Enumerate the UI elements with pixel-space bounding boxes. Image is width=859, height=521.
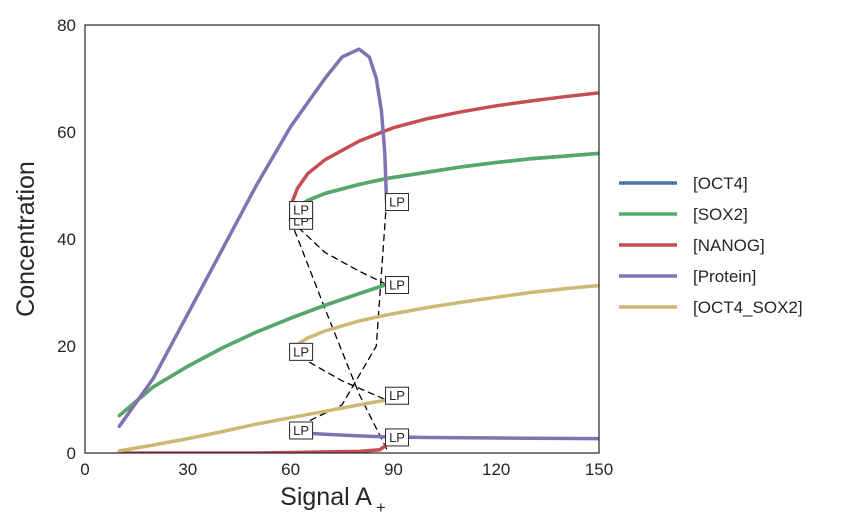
lp-marker-box — [385, 193, 410, 212]
y-tick-label: 0 — [67, 444, 76, 463]
y-tick-label: 60 — [57, 123, 76, 142]
series-line-sox2 — [117, 282, 389, 418]
legend-label: [OCT4] — [693, 174, 748, 193]
x-tick-label: 0 — [80, 460, 89, 479]
y-tick-label: 20 — [57, 337, 76, 356]
lp-marker-label: LP — [389, 388, 405, 403]
y-tick-label: 80 — [57, 16, 76, 35]
series-line-nanog — [288, 91, 599, 223]
lp-marker-box — [289, 342, 314, 361]
lp-marker-label: LP — [293, 203, 309, 218]
unstable-branch-line — [289, 219, 388, 450]
lp-marker-box — [385, 386, 410, 405]
x-tick-label: 120 — [482, 460, 510, 479]
x-ticks: 0 30 60 90 120 150 — [80, 460, 613, 479]
legend-label: [Protein] — [693, 267, 756, 286]
series-line-nanog — [117, 443, 389, 453]
lp-marker-box — [289, 201, 314, 220]
lp-marker-label: LP — [293, 344, 309, 359]
lp-marker: LP — [385, 428, 410, 447]
y-ticks: 0 20 40 60 80 — [57, 16, 76, 463]
lp-marker: LP — [385, 386, 410, 405]
legend-item: [OCT4_SOX2] — [619, 298, 803, 317]
lp-marker-label: LP — [293, 423, 309, 438]
x-tick-label: 60 — [281, 460, 300, 479]
series-layer — [117, 47, 599, 453]
legend-item: [SOX2] — [619, 205, 748, 224]
unstable-branch-line — [289, 350, 388, 401]
unstable-branch-line — [289, 200, 388, 431]
unstable-branch-line — [289, 219, 388, 286]
legend-label: [OCT4_SOX2] — [693, 298, 803, 317]
lp-marker-label: LP — [389, 195, 405, 210]
x-axis-label: Signal A + — [280, 483, 386, 517]
lp-marker: LP — [289, 201, 314, 220]
legend-label: [SOX2] — [693, 205, 748, 224]
lp-marker: LP — [289, 421, 314, 440]
y-tick-label: 40 — [57, 230, 76, 249]
lp-marker: LP — [385, 193, 410, 212]
plot-frame — [84, 24, 600, 454]
x-axis-label-subscript: + — [376, 498, 386, 517]
series-line-oct4-sox2 — [117, 398, 389, 453]
series-line-oct4-sox2 — [288, 283, 599, 354]
lp-marker: LP — [385, 275, 410, 294]
x-tick-label: 30 — [178, 460, 197, 479]
lp-marker-label: LP — [389, 430, 405, 445]
y-axis-label: Concentration — [12, 161, 40, 317]
lp-marker-box — [289, 421, 314, 440]
x-tick-label: 90 — [384, 460, 403, 479]
series-line-sox2 — [288, 151, 599, 223]
series-line-protein — [117, 47, 389, 429]
legend-item: [NANOG] — [619, 236, 765, 255]
series-line-oct4 — [117, 282, 389, 418]
x-tick-label: 150 — [585, 460, 613, 479]
x-axis-label-main: Signal A — [280, 483, 372, 511]
lp-marker-box — [385, 275, 410, 294]
lp-marker-label: LP — [389, 277, 405, 292]
legend: [OCT4] [SOX2] [NANOG] [Protein] [OCT4_SOX2] — [619, 174, 803, 317]
series-line-protein — [288, 428, 599, 441]
legend-label: [NANOG] — [693, 236, 765, 255]
lp-marker: LP — [289, 342, 314, 361]
lp-marker-box — [385, 428, 410, 447]
legend-item: [Protein] — [619, 267, 756, 286]
legend-item: [OCT4] — [619, 174, 748, 193]
series-line-oct4 — [288, 151, 599, 223]
